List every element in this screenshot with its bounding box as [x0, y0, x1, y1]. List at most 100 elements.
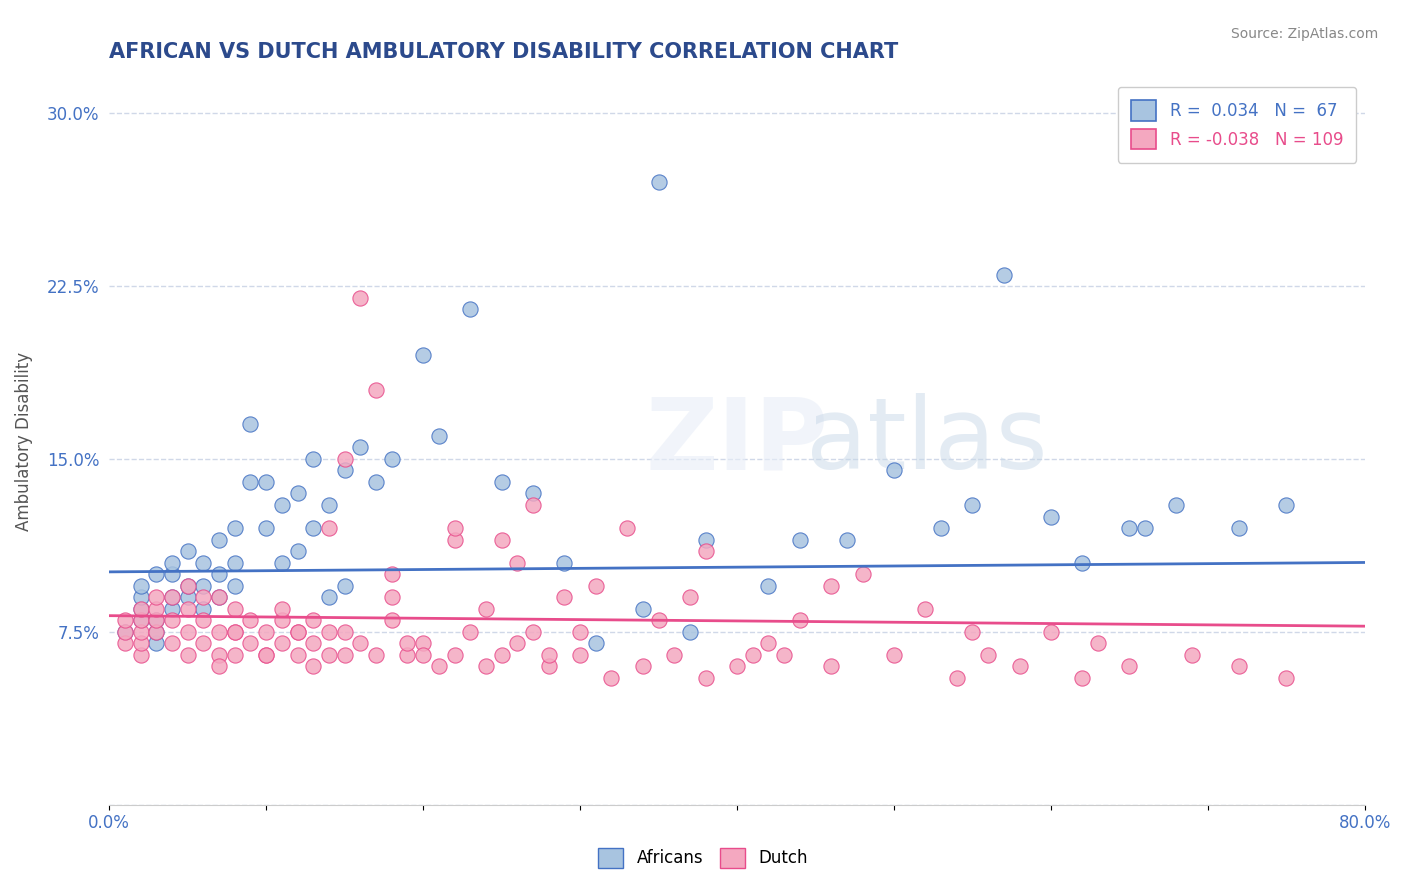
Point [302, 613, 325, 627]
Point [129, 579, 152, 593]
Point [129, 601, 152, 615]
Point [318, 521, 340, 535]
Text: atlas: atlas [806, 393, 1047, 490]
Point [741, 648, 763, 662]
Point [208, 591, 231, 605]
Point [239, 613, 262, 627]
Point [129, 601, 152, 615]
Point [302, 521, 325, 535]
Point [287, 544, 309, 558]
Point [349, 291, 371, 305]
Point [145, 601, 167, 615]
Point [239, 636, 262, 650]
Point [160, 567, 183, 582]
Point [349, 636, 371, 650]
Point [129, 648, 152, 662]
Point [1181, 648, 1204, 662]
Point [254, 648, 277, 662]
Point [758, 579, 780, 593]
Point [160, 613, 183, 627]
Point [145, 613, 167, 627]
Point [852, 567, 875, 582]
Point [287, 624, 309, 639]
Point [114, 613, 136, 627]
Point [1039, 509, 1062, 524]
Point [318, 624, 340, 639]
Point [695, 544, 717, 558]
Point [160, 591, 183, 605]
Point [129, 613, 152, 627]
Point [177, 591, 200, 605]
Point [427, 429, 450, 443]
Point [553, 591, 575, 605]
Point [208, 591, 231, 605]
Point [1275, 498, 1298, 512]
Point [254, 648, 277, 662]
Point [160, 556, 183, 570]
Point [333, 463, 356, 477]
Point [239, 475, 262, 489]
Point [820, 659, 842, 673]
Point [224, 648, 246, 662]
Point [381, 567, 404, 582]
Point [758, 636, 780, 650]
Point [318, 591, 340, 605]
Legend: R =  0.034   N =  67, R = -0.038   N = 109: R = 0.034 N = 67, R = -0.038 N = 109 [1118, 87, 1357, 162]
Text: AFRICAN VS DUTCH AMBULATORY DISABILITY CORRELATION CHART: AFRICAN VS DUTCH AMBULATORY DISABILITY C… [110, 42, 898, 62]
Point [616, 521, 638, 535]
Point [600, 671, 623, 685]
Point [1008, 659, 1031, 673]
Point [177, 579, 200, 593]
Text: ZIP: ZIP [645, 393, 828, 490]
Point [318, 498, 340, 512]
Point [333, 648, 356, 662]
Point [193, 591, 215, 605]
Point [835, 533, 858, 547]
Point [945, 671, 967, 685]
Point [506, 556, 529, 570]
Point [114, 624, 136, 639]
Point [270, 613, 292, 627]
Point [647, 613, 669, 627]
Point [381, 451, 404, 466]
Text: Source: ZipAtlas.com: Source: ZipAtlas.com [1230, 27, 1378, 41]
Point [333, 579, 356, 593]
Point [208, 533, 231, 547]
Point [145, 624, 167, 639]
Point [443, 521, 465, 535]
Point [522, 486, 544, 500]
Point [145, 567, 167, 582]
Point [458, 302, 481, 317]
Point [287, 624, 309, 639]
Legend: Africans, Dutch: Africans, Dutch [592, 841, 814, 875]
Point [129, 591, 152, 605]
Point [160, 601, 183, 615]
Point [129, 624, 152, 639]
Point [491, 533, 513, 547]
Point [631, 659, 654, 673]
Point [647, 175, 669, 189]
Point [962, 624, 984, 639]
Point [789, 533, 811, 547]
Point [193, 556, 215, 570]
Point [224, 601, 246, 615]
Point [287, 486, 309, 500]
Point [208, 567, 231, 582]
Point [318, 648, 340, 662]
Point [364, 475, 387, 489]
Point [270, 636, 292, 650]
Point [114, 636, 136, 650]
Point [145, 591, 167, 605]
Point [475, 601, 498, 615]
Point [491, 475, 513, 489]
Point [679, 624, 702, 639]
Point [254, 624, 277, 639]
Point [412, 348, 434, 362]
Point [537, 659, 560, 673]
Point [114, 624, 136, 639]
Point [364, 648, 387, 662]
Point [145, 636, 167, 650]
Point [883, 463, 905, 477]
Y-axis label: Ambulatory Disability: Ambulatory Disability [15, 352, 32, 532]
Point [193, 579, 215, 593]
